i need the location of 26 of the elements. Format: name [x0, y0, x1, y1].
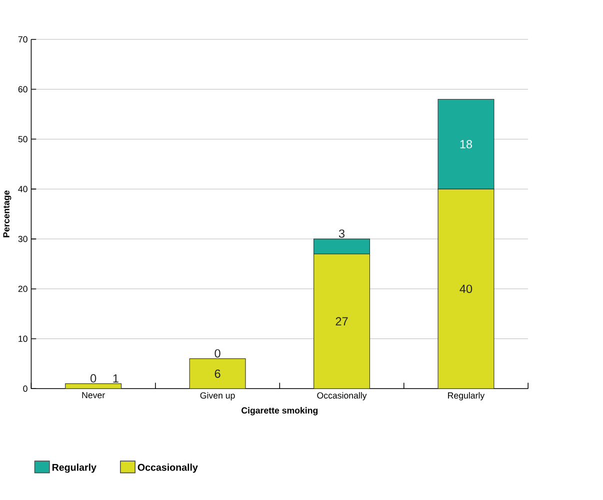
- y-tick-label: 60: [18, 86, 28, 92]
- legend-label: Regularly: [52, 464, 96, 473]
- legend-label: Occasionally: [138, 464, 198, 473]
- x-axis-title: Cigarette smoking: [242, 407, 318, 416]
- bar: [65, 383, 122, 390]
- y-tick-label: 70: [18, 36, 28, 43]
- data-label: 0: [214, 349, 220, 358]
- data-label: 18: [460, 140, 472, 148]
- bar: [189, 358, 246, 390]
- x-tick-label: Regularly: [448, 392, 485, 400]
- x-tick-label: Given up: [200, 392, 235, 400]
- data-label: 40: [460, 284, 472, 294]
- x-tick-label: Never: [82, 392, 105, 398]
- y-axis-title: Percentage: [3, 190, 12, 238]
- y-tick-label: 30: [18, 236, 28, 242]
- y-tick-label: 40: [18, 186, 28, 192]
- data-label: 0: [90, 374, 96, 383]
- data-label: 1: [113, 374, 118, 383]
- data-label: 3: [338, 230, 345, 238]
- y-tick-label: 20: [18, 286, 28, 292]
- data-label: 27: [336, 317, 348, 326]
- x-tick-label: Occasionally: [317, 392, 367, 400]
- data-label: 6: [214, 370, 220, 378]
- y-tick-label: 10: [18, 336, 28, 342]
- y-tick-label: 0: [23, 386, 28, 392]
- y-tick-label: 50: [18, 136, 28, 142]
